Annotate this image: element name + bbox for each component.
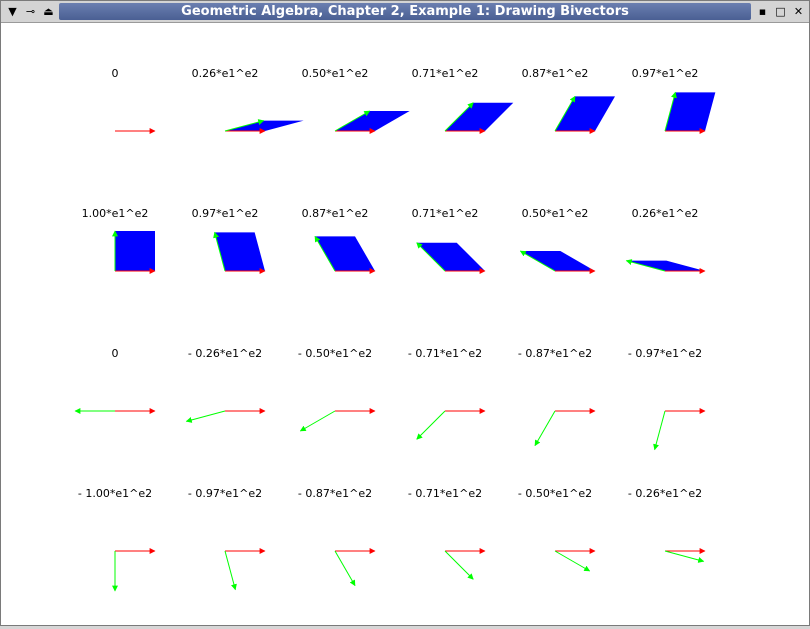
close-icon[interactable]: ✕ xyxy=(793,5,804,18)
bivector-parallelogram xyxy=(115,231,155,271)
bivector-grid: 0 0.26*e1^e2 0.50*e1^e2 0.71*e1^e2 0.87*e1^e… xyxy=(74,67,716,592)
e2-vector xyxy=(444,102,474,132)
bivector-cell: 0.26*e1^e2 xyxy=(192,67,304,134)
bivector-label: - 0.97*e1^e2 xyxy=(628,347,702,360)
bivector-cell: 0 xyxy=(112,67,156,134)
bivector-label: - 0.50*e1^e2 xyxy=(298,347,372,360)
e2-vector xyxy=(554,550,591,572)
e2-vector xyxy=(653,410,666,451)
bivector-cell: - 1.00*e1^e2 xyxy=(78,487,156,592)
bivector-label: 0.87*e1^e2 xyxy=(302,207,369,220)
bivector-cell: 1.00*e1^e2 xyxy=(82,207,156,274)
e2-vector xyxy=(519,250,556,272)
bivector-label: 0.50*e1^e2 xyxy=(302,67,369,80)
bivector-cell: - 0.26*e1^e2 xyxy=(185,347,266,423)
bivector-parallelogram xyxy=(214,232,265,271)
bivector-cell: 0.71*e1^e2 xyxy=(412,207,486,274)
e2-vector xyxy=(185,410,226,423)
e2-vector xyxy=(299,410,336,432)
bivector-label: 0.71*e1^e2 xyxy=(412,207,479,220)
pin-icon[interactable]: ⊸ xyxy=(25,5,36,18)
e2-vector xyxy=(554,95,576,132)
title-bar[interactable]: ▼ ⊸ ⏏ Geometric Algebra, Chapter 2, Exam… xyxy=(1,1,809,23)
bivector-label: - 0.26*e1^e2 xyxy=(628,487,702,500)
bivector-label: - 1.00*e1^e2 xyxy=(78,487,152,500)
bivector-label: 1.00*e1^e2 xyxy=(82,207,149,220)
bivector-cell: - 0.97*e1^e2 xyxy=(628,347,706,451)
bivector-cell: - 0.87*e1^e2 xyxy=(518,347,596,447)
e2-vector xyxy=(213,231,226,272)
bivector-cell: - 0.97*e1^e2 xyxy=(188,487,266,591)
bivector-parallelogram xyxy=(315,236,375,271)
bivector-label: 0.26*e1^e2 xyxy=(192,67,259,80)
e2-vector xyxy=(625,259,666,272)
e2-vector xyxy=(334,550,356,587)
bivector-cell: - 0.50*e1^e2 xyxy=(298,347,376,432)
bivector-parallelogram xyxy=(555,96,615,131)
bivector-label: 0.87*e1^e2 xyxy=(522,67,589,80)
e2-vector xyxy=(534,410,556,447)
bivector-cell: 0.26*e1^e2 xyxy=(625,207,706,274)
bivector-parallelogram xyxy=(665,92,716,131)
bivector-cell: - 0.87*e1^e2 xyxy=(298,487,376,587)
bivector-label: 0.71*e1^e2 xyxy=(412,67,479,80)
bivector-label: 0.26*e1^e2 xyxy=(632,207,699,220)
e2-vector xyxy=(224,119,265,132)
bivector-label: - 0.87*e1^e2 xyxy=(518,347,592,360)
shade-icon[interactable]: ⏏ xyxy=(43,5,54,18)
minimize-icon[interactable]: ▪ xyxy=(758,5,767,18)
bivector-cell: 0.87*e1^e2 xyxy=(522,67,615,134)
e2-vector xyxy=(444,550,474,580)
bivector-label: - 0.26*e1^e2 xyxy=(188,347,262,360)
bivector-label: - 0.87*e1^e2 xyxy=(298,487,372,500)
bivector-parallelogram xyxy=(445,102,514,131)
bivector-label: - 0.71*e1^e2 xyxy=(408,347,482,360)
e2-vector xyxy=(416,410,446,440)
bivector-label: 0.97*e1^e2 xyxy=(632,67,699,80)
bivector-label: - 0.50*e1^e2 xyxy=(518,487,592,500)
bivector-cell: - 0.26*e1^e2 xyxy=(628,487,706,563)
bivector-parallelogram xyxy=(416,242,485,271)
bivector-cell: 0.97*e1^e2 xyxy=(192,207,266,274)
bivector-cell: 0.71*e1^e2 xyxy=(412,67,514,134)
bivector-label: 0 xyxy=(112,67,119,80)
drawing-canvas: 0 0.26*e1^e2 0.50*e1^e2 0.71*e1^e2 0.87*e1^e… xyxy=(1,23,809,625)
bivector-parallelogram xyxy=(626,260,705,271)
bivector-label: 0 xyxy=(112,347,119,360)
bivector-cell: 0 xyxy=(74,347,156,414)
bivector-label: - 0.71*e1^e2 xyxy=(408,487,482,500)
maximize-icon[interactable]: □ xyxy=(775,5,786,18)
e2-vector xyxy=(416,242,446,272)
bivector-cell: - 0.71*e1^e2 xyxy=(408,347,486,440)
bivector-label: 0.97*e1^e2 xyxy=(192,207,259,220)
bivector-label: 0.50*e1^e2 xyxy=(522,207,589,220)
e2-vector xyxy=(224,550,237,591)
bivector-cell: 0.50*e1^e2 xyxy=(302,67,410,134)
bivector-parallelogram xyxy=(335,111,410,131)
bivector-parallelogram xyxy=(225,120,304,131)
bivector-parallelogram xyxy=(520,251,595,271)
e2-vector xyxy=(664,550,705,563)
bivector-label: - 0.97*e1^e2 xyxy=(188,487,262,500)
bivector-cell: - 0.71*e1^e2 xyxy=(408,487,486,580)
bivector-cell: - 0.50*e1^e2 xyxy=(518,487,596,572)
bivector-cell: 0.87*e1^e2 xyxy=(302,207,376,274)
e2-vector xyxy=(314,235,336,272)
bivector-cell: 0.97*e1^e2 xyxy=(632,67,716,134)
e2-vector xyxy=(664,91,677,132)
e2-vector xyxy=(334,110,371,132)
bivector-cell: 0.50*e1^e2 xyxy=(519,207,596,274)
menu-icon[interactable]: ▼ xyxy=(8,5,17,18)
window-title: Geometric Algebra, Chapter 2, Example 1:… xyxy=(59,3,751,20)
